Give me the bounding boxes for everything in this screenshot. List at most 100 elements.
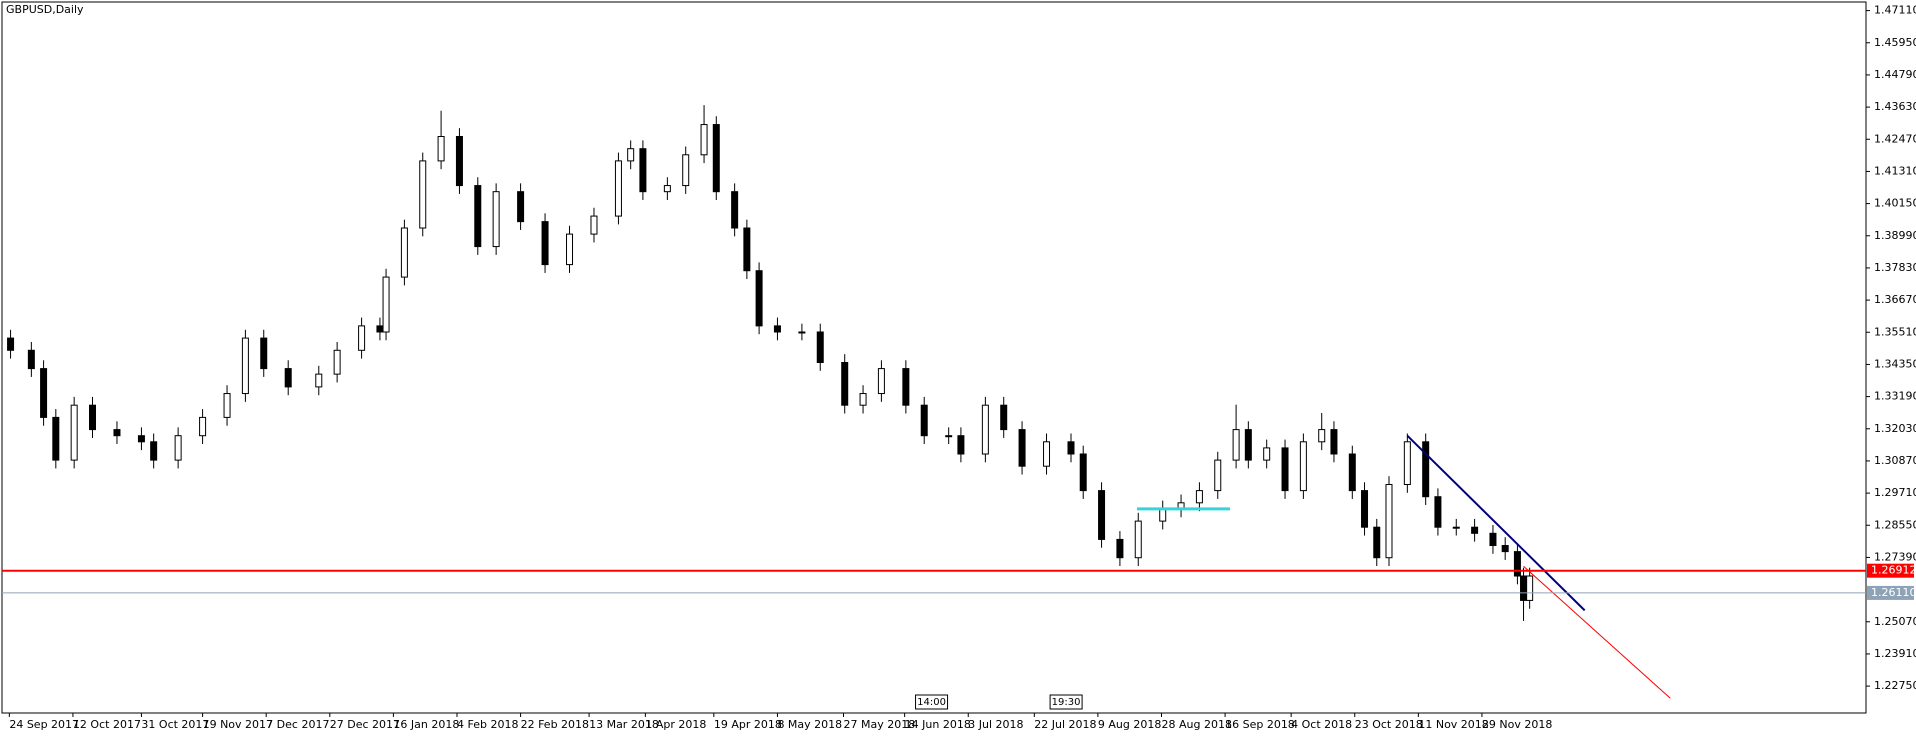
x-tick-label: 9 Aug 2018	[1098, 718, 1161, 731]
candle-body	[627, 148, 635, 162]
y-tick-label: 1.44790	[1874, 68, 1916, 81]
candle-body	[541, 221, 549, 266]
candle-body	[639, 148, 647, 193]
x-tick-label: 11 Nov 2018	[1418, 718, 1488, 731]
candle-body	[798, 331, 806, 334]
x-tick-label: 27 May 2018	[843, 718, 915, 731]
x-tick-label: 8 May 2018	[777, 718, 842, 731]
y-tick-label: 1.22750	[1874, 679, 1916, 692]
time-label: 19:30	[1052, 697, 1081, 708]
candle-body	[1526, 575, 1534, 601]
candle-body	[1348, 453, 1356, 492]
y-tick-label: 1.27390	[1874, 550, 1916, 563]
candle-body	[376, 325, 384, 333]
candle-body	[7, 337, 15, 351]
x-tick-label: 19 Nov 2017	[203, 718, 273, 731]
x-tick-label: 3 Jul 2018	[968, 718, 1023, 731]
candle-body	[1244, 429, 1252, 461]
candle-body	[474, 185, 482, 248]
x-tick-label: 4 Feb 2018	[457, 718, 518, 731]
candle-body	[731, 191, 739, 229]
candle-body	[957, 435, 965, 455]
x-tick-label: 4 Oct 2018	[1291, 718, 1352, 731]
candle-body	[682, 154, 690, 187]
candle-body	[1422, 441, 1430, 498]
candle-body	[137, 435, 145, 443]
candle-body	[1098, 490, 1106, 540]
candle-body	[223, 393, 231, 418]
candle-body	[419, 160, 427, 229]
x-tick-label: 13 Mar 2018	[589, 718, 659, 731]
y-tick-label: 1.32030	[1874, 422, 1916, 435]
candle-body	[174, 435, 182, 461]
candle-body	[1299, 441, 1307, 492]
candle-body	[1452, 526, 1460, 529]
y-tick-label: 1.40150	[1874, 197, 1916, 210]
x-tick-label: 28 Aug 2018	[1161, 718, 1231, 731]
candle-body	[40, 368, 48, 418]
candle-body	[1232, 429, 1240, 461]
candle-body	[284, 368, 292, 388]
y-tick-label: 1.35510	[1874, 325, 1916, 338]
y-tick-label: 1.25070	[1874, 615, 1916, 628]
y-tick-label: 1.41310	[1874, 164, 1916, 177]
candle-body	[1116, 538, 1124, 559]
candle-body	[1520, 575, 1528, 601]
candle-body	[859, 393, 867, 406]
x-tick-label: 19 Apr 2018	[714, 718, 782, 731]
y-tick-label: 1.47110	[1874, 4, 1916, 17]
candle-body	[260, 337, 268, 370]
price-label-box	[1867, 563, 1914, 578]
candle-body	[400, 227, 408, 278]
y-tick-label: 1.30870	[1874, 454, 1916, 467]
y-tick-label: 1.36670	[1874, 293, 1916, 306]
candle-body	[1159, 508, 1167, 522]
x-tick-label: 1 Apr 2018	[645, 718, 706, 731]
candle-body	[816, 331, 824, 363]
candle-body	[52, 416, 60, 461]
x-tick-label: 22 Feb 2018	[521, 718, 589, 731]
candle-body	[1330, 429, 1338, 455]
x-tick-label: 12 Oct 2017	[73, 718, 141, 731]
candle-body	[1281, 447, 1289, 492]
candle-body	[1263, 447, 1271, 461]
candle-body	[1513, 551, 1521, 577]
price-label: 1.26110	[1871, 586, 1916, 599]
candle-body	[1214, 459, 1222, 492]
y-tick-label: 1.38990	[1874, 229, 1916, 242]
y-tick-label: 1.23910	[1874, 647, 1916, 660]
time-label: 14:00	[917, 697, 946, 708]
plot-frame	[1, 1, 1867, 714]
y-tick-label: 1.43630	[1874, 100, 1916, 113]
candle-body	[517, 191, 525, 223]
candle-body	[566, 233, 574, 266]
x-tick-label: 22 Jul 2018	[1034, 718, 1096, 731]
x-tick-label: 16 Sep 2018	[1225, 718, 1295, 731]
price-label-box	[1867, 585, 1914, 600]
candle-body	[1000, 404, 1008, 431]
candle-body	[1361, 490, 1369, 528]
y-tick-label: 1.29710	[1874, 486, 1916, 499]
candle-body	[358, 325, 366, 351]
candle-body	[1403, 441, 1411, 486]
candle-body	[1489, 532, 1497, 547]
candle-body	[315, 373, 323, 388]
candle-body	[199, 416, 207, 437]
x-tick-label: 14 Jun 2018	[905, 718, 971, 731]
candle-body	[492, 191, 500, 248]
x-tick-label: 23 Oct 2018	[1355, 718, 1423, 731]
candle-body	[590, 215, 598, 235]
candle-body	[1501, 545, 1509, 553]
candle-body	[382, 276, 390, 333]
candle-body	[1018, 429, 1026, 467]
x-tick-label: 27 Dec 2017	[330, 718, 400, 731]
candle-body	[113, 429, 121, 437]
candle-body	[455, 135, 463, 187]
time-label-box	[915, 694, 949, 710]
time-label-box	[1049, 694, 1083, 710]
candle-body	[712, 124, 720, 193]
x-tick-label: 7 Dec 2017	[266, 718, 329, 731]
candle-body	[1471, 526, 1479, 534]
